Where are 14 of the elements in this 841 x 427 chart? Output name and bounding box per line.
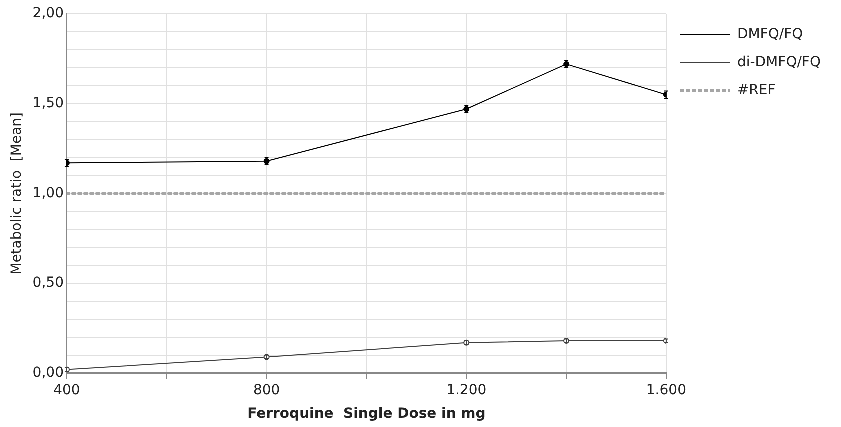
x-tick-label: 800 bbox=[253, 382, 280, 398]
y-axis-title: Metabolic ratio [Mean] bbox=[9, 112, 26, 275]
legend-label: di-DMFQ/FQ bbox=[737, 54, 822, 71]
y-tick-label: 2,00 bbox=[32, 6, 64, 22]
x-tick-label: 1.200 bbox=[446, 382, 487, 398]
y-tick-label: 0,50 bbox=[32, 275, 64, 292]
x-tick-label: 1.600 bbox=[646, 382, 686, 398]
y-tick-label: 1,00 bbox=[32, 185, 64, 202]
x-axis-title: Ferroquine Single Dose in mg bbox=[248, 406, 486, 422]
legend-label: DMFQ/FQ bbox=[737, 26, 804, 43]
x-tick-label: 400 bbox=[54, 382, 80, 398]
y-tick-label: 1,50 bbox=[32, 95, 64, 112]
legend-label: #REF bbox=[737, 82, 776, 99]
y-tick-label: 0,00 bbox=[32, 365, 64, 382]
